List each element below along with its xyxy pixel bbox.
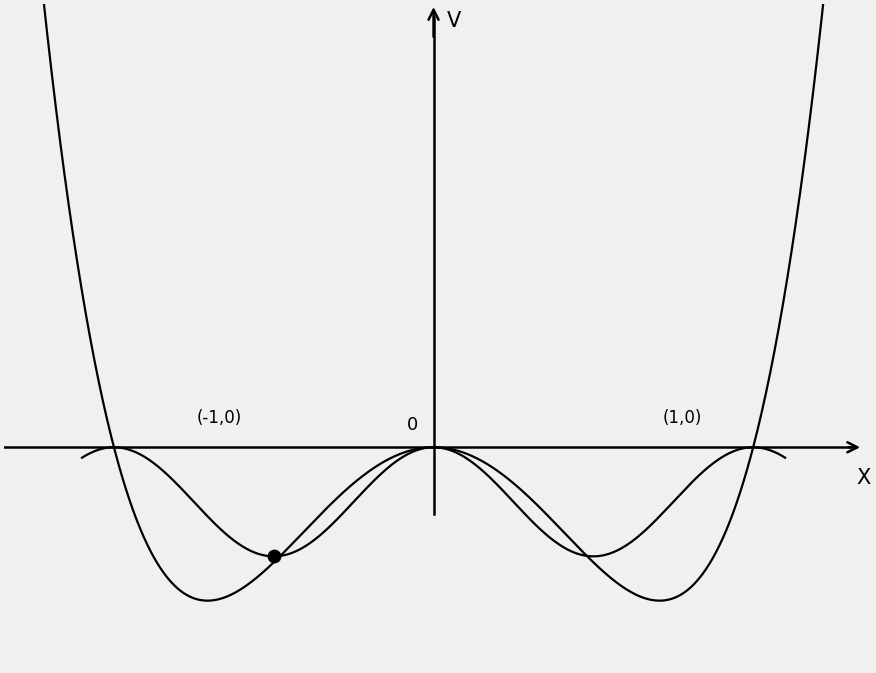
Text: (1,0): (1,0) xyxy=(662,409,702,427)
Text: 0: 0 xyxy=(406,416,418,433)
Text: (-1,0): (-1,0) xyxy=(196,409,242,427)
Text: X: X xyxy=(856,468,871,488)
Text: V: V xyxy=(447,11,462,31)
Point xyxy=(267,551,281,562)
